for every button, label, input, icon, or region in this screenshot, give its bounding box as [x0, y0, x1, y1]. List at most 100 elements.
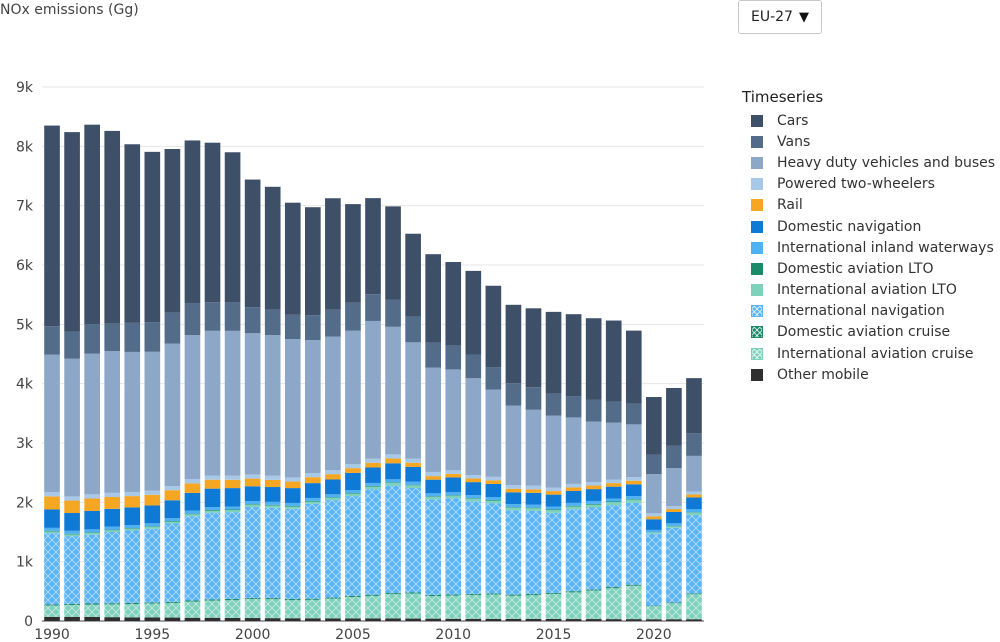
legend-item-domestic-aviation-lto[interactable]: Domestic aviation LTO	[742, 258, 995, 279]
bar-segment-international-aviation-lto[interactable]	[184, 514, 201, 517]
bar-stack-1999[interactable]	[224, 152, 241, 621]
bar-segment-international-aviation-lto[interactable]	[325, 497, 341, 501]
bar-stack-2007[interactable]	[385, 206, 401, 621]
bar-segment-vans[interactable]	[124, 322, 141, 352]
bar-segment-international-aviation-lto[interactable]	[585, 504, 602, 508]
bar-segment-cars[interactable]	[304, 207, 321, 316]
bar-segment-cars[interactable]	[184, 140, 201, 304]
bar-segment-rail[interactable]	[325, 474, 341, 480]
bar-segment-heavy-duty-vehicles-and-buses[interactable]	[44, 354, 60, 493]
bar-segment-domestic-navigation[interactable]	[445, 477, 462, 493]
bar-segment-domestic-aviation-lto[interactable]	[284, 505, 301, 507]
bar-segment-rail[interactable]	[585, 485, 602, 490]
bar-segment-heavy-duty-vehicles-and-buses[interactable]	[646, 474, 662, 514]
bar-segment-international-aviation-lto[interactable]	[405, 485, 421, 489]
bar-segment-international-inland-waterways[interactable]	[204, 507, 221, 510]
bar-stack-2016[interactable]	[565, 314, 582, 621]
bar-segment-vans[interactable]	[625, 403, 642, 425]
bar-segment-international-aviation-lto[interactable]	[164, 521, 181, 524]
bar-segment-domestic-navigation[interactable]	[144, 505, 161, 524]
legend-item-rail[interactable]: Rail	[742, 195, 995, 216]
bar-segment-vans[interactable]	[104, 323, 121, 352]
bar-segment-rail[interactable]	[525, 489, 542, 493]
bar-segment-domestic-aviation-lto[interactable]	[485, 499, 502, 501]
bar-segment-rail[interactable]	[64, 500, 80, 514]
bar-stack-2011[interactable]	[465, 270, 482, 621]
bar-segment-cars[interactable]	[666, 387, 682, 446]
bar-segment-cars[interactable]	[144, 151, 161, 323]
bar-segment-international-aviation-lto[interactable]	[124, 528, 141, 531]
bar-segment-powered-two-wheelers[interactable]	[304, 473, 321, 478]
bar-stack-1994[interactable]	[124, 144, 141, 621]
bar-segment-domestic-navigation[interactable]	[204, 488, 221, 508]
bar-segment-domestic-aviation-lto[interactable]	[264, 504, 281, 506]
bar-segment-other-mobile[interactable]	[385, 618, 401, 621]
bar-segment-vans[interactable]	[304, 315, 321, 341]
bar-segment-domestic-navigation[interactable]	[64, 513, 80, 531]
bar-segment-international-aviation-lto[interactable]	[104, 530, 121, 532]
bar-segment-international-inland-waterways[interactable]	[585, 500, 602, 504]
bar-segment-powered-two-wheelers[interactable]	[244, 474, 261, 479]
bar-segment-heavy-duty-vehicles-and-buses[interactable]	[164, 343, 181, 487]
bar-stack-2009[interactable]	[425, 254, 442, 621]
bar-segment-cars[interactable]	[325, 198, 341, 310]
bar-segment-cars[interactable]	[164, 149, 181, 313]
bar-segment-powered-two-wheelers[interactable]	[164, 486, 181, 491]
bar-segment-heavy-duty-vehicles-and-buses[interactable]	[304, 340, 321, 474]
bar-segment-rail[interactable]	[485, 480, 502, 484]
bar-segment-vans[interactable]	[224, 302, 241, 331]
bar-segment-international-aviation-lto[interactable]	[244, 504, 261, 508]
bar-segment-domestic-aviation-lto[interactable]	[405, 484, 421, 486]
bar-segment-domestic-aviation-lto[interactable]	[525, 507, 542, 509]
bar-stack-2018[interactable]	[605, 320, 622, 621]
bar-segment-international-inland-waterways[interactable]	[545, 506, 562, 510]
bar-segment-other-mobile[interactable]	[505, 618, 522, 621]
bar-segment-rail[interactable]	[244, 478, 261, 487]
bar-segment-domestic-aviation-lto[interactable]	[224, 509, 241, 511]
bar-segment-rail[interactable]	[44, 496, 60, 510]
bar-segment-domestic-aviation-lto[interactable]	[585, 503, 602, 505]
bar-stack-2012[interactable]	[485, 285, 502, 621]
bar-segment-vans[interactable]	[144, 322, 161, 352]
bar-segment-international-aviation-lto[interactable]	[465, 498, 482, 502]
bar-segment-other-mobile[interactable]	[405, 618, 421, 621]
bar-segment-domestic-aviation-lto[interactable]	[345, 493, 361, 494]
bar-segment-international-inland-waterways[interactable]	[284, 502, 301, 506]
bar-stack-2015[interactable]	[545, 311, 562, 621]
bar-segment-vans[interactable]	[385, 299, 401, 327]
bar-segment-vans[interactable]	[365, 294, 381, 321]
bar-segment-powered-two-wheelers[interactable]	[64, 496, 80, 501]
bar-segment-heavy-duty-vehicles-and-buses[interactable]	[545, 415, 562, 488]
region-dropdown[interactable]: EU-27 ▼	[738, 0, 822, 34]
bar-segment-international-aviation-lto[interactable]	[445, 495, 462, 499]
bar-segment-vans[interactable]	[405, 316, 421, 343]
legend-item-powered-two-wheelers[interactable]: Powered two-wheelers	[742, 174, 995, 195]
bar-stack-2008[interactable]	[405, 233, 421, 621]
bar-segment-international-inland-waterways[interactable]	[224, 506, 241, 510]
bar-segment-international-aviation-lto[interactable]	[485, 500, 502, 504]
bar-segment-rail[interactable]	[625, 480, 642, 485]
bar-segment-international-aviation-lto[interactable]	[686, 512, 702, 516]
bar-segment-powered-two-wheelers[interactable]	[605, 479, 622, 484]
bar-segment-powered-two-wheelers[interactable]	[646, 513, 662, 517]
bar-stack-1992[interactable]	[84, 124, 100, 621]
bar-segment-heavy-duty-vehicles-and-buses[interactable]	[445, 369, 462, 471]
bar-segment-international-inland-waterways[interactable]	[184, 510, 201, 514]
bar-segment-cars[interactable]	[485, 285, 502, 368]
bar-segment-domestic-navigation[interactable]	[585, 489, 602, 501]
bar-segment-domestic-navigation[interactable]	[465, 482, 482, 496]
bar-segment-international-inland-waterways[interactable]	[465, 495, 482, 499]
bar-segment-heavy-duty-vehicles-and-buses[interactable]	[284, 339, 301, 478]
bar-segment-rail[interactable]	[84, 498, 100, 511]
bar-segment-cars[interactable]	[44, 125, 60, 327]
bar-segment-domestic-aviation-lto[interactable]	[144, 526, 161, 527]
bar-segment-domestic-aviation-lto[interactable]	[244, 504, 261, 505]
legend-item-cars[interactable]: Cars	[742, 110, 995, 131]
bar-segment-other-mobile[interactable]	[646, 619, 662, 621]
bar-segment-international-inland-waterways[interactable]	[405, 481, 421, 485]
bar-segment-vans[interactable]	[425, 342, 442, 368]
bar-segment-powered-two-wheelers[interactable]	[124, 491, 141, 497]
legend-item-international-inland-waterways[interactable]: International inland waterways	[742, 237, 995, 258]
bar-segment-powered-two-wheelers[interactable]	[44, 492, 60, 497]
bar-segment-cars[interactable]	[64, 132, 80, 332]
